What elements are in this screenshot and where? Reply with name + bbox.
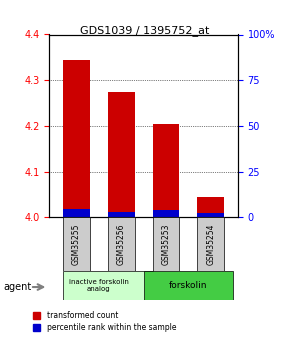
- Bar: [153, 124, 180, 217]
- Text: inactive forskolin
analog: inactive forskolin analog: [69, 279, 128, 292]
- Text: GSM35256: GSM35256: [117, 223, 126, 265]
- Bar: [108, 217, 135, 271]
- Text: GSM35255: GSM35255: [72, 223, 81, 265]
- Bar: [108, 92, 135, 217]
- Bar: [153, 217, 180, 271]
- Text: GSM35253: GSM35253: [162, 223, 171, 265]
- Text: GSM35254: GSM35254: [206, 223, 215, 265]
- Bar: [144, 271, 233, 300]
- Text: agent: agent: [3, 282, 31, 292]
- Text: GDS1039 / 1395752_at: GDS1039 / 1395752_at: [80, 25, 210, 36]
- Bar: [63, 60, 90, 217]
- Bar: [197, 197, 224, 217]
- Bar: [197, 217, 224, 271]
- Legend: transformed count, percentile rank within the sample: transformed count, percentile rank withi…: [33, 311, 176, 332]
- Bar: [63, 209, 90, 217]
- Bar: [197, 213, 224, 217]
- Bar: [63, 217, 90, 271]
- Text: forskolin: forskolin: [169, 281, 208, 290]
- Bar: [108, 212, 135, 217]
- Bar: [63, 271, 153, 300]
- Bar: [153, 210, 180, 217]
